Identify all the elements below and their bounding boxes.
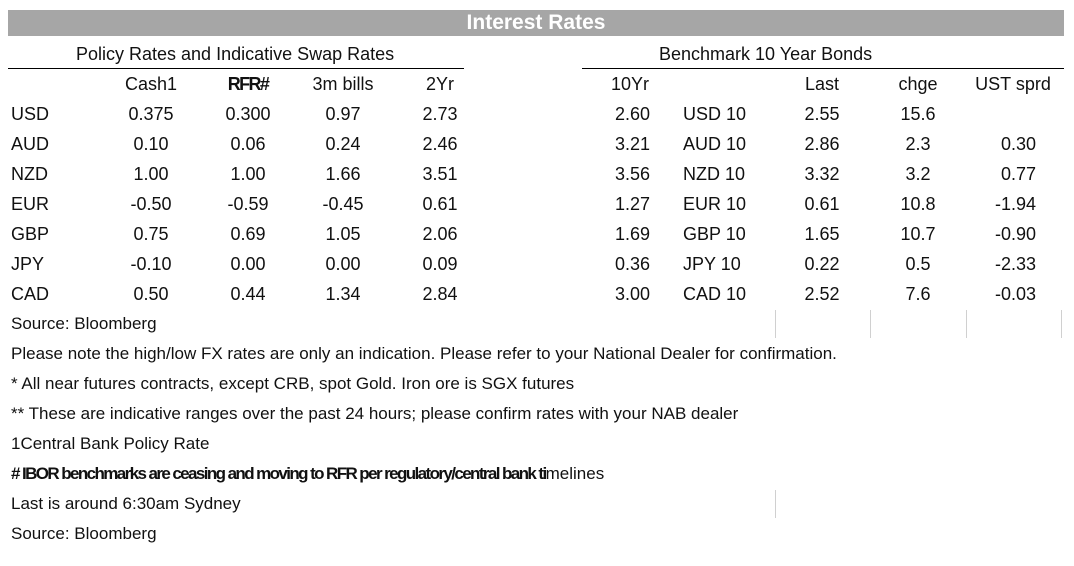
cell-tenyr: 1.69 xyxy=(614,224,650,244)
cell-chge: 0.5 xyxy=(905,254,931,274)
header-cash: Cash1 xyxy=(124,74,178,94)
cell-cash: 0.10 xyxy=(133,134,169,154)
cell-ust: -1.94 xyxy=(994,194,1036,214)
cell-cash: 1.00 xyxy=(133,164,169,184)
cell-tenyr: 3.21 xyxy=(614,134,650,154)
table-title: Interest Rates xyxy=(8,10,1064,36)
cell-bond: GBP 10 xyxy=(683,224,746,244)
cell-last: 1.65 xyxy=(804,224,840,244)
cell-border xyxy=(775,490,776,518)
cell-ccy: JPY xyxy=(11,254,45,274)
cell-tenyr: 3.56 xyxy=(614,164,650,184)
cell-bills: 0.00 xyxy=(325,254,361,274)
cell-last: 0.61 xyxy=(804,194,840,214)
cell-ccy: EUR xyxy=(11,194,50,214)
cell-rfr: 0.69 xyxy=(230,224,266,244)
cell-tenyr: 3.00 xyxy=(614,284,650,304)
cell-cash: -0.50 xyxy=(130,194,172,214)
cell-border xyxy=(1061,310,1062,338)
source-note-2: Source: Bloomberg xyxy=(11,524,157,543)
cell-cash: 0.75 xyxy=(133,224,169,244)
cell-tenyr: 1.27 xyxy=(614,194,650,214)
cell-rfr: 0.00 xyxy=(230,254,266,274)
cell-ust: -0.03 xyxy=(994,284,1036,304)
last-time-note: Last is around 6:30am Sydney xyxy=(11,494,241,513)
cell-last: 2.86 xyxy=(804,134,840,154)
header-3m-bills: 3m bills xyxy=(312,74,374,94)
header-ust-sprd: UST sprd xyxy=(975,74,1051,94)
right-header-rule xyxy=(582,68,1064,69)
cell-last: 3.32 xyxy=(804,164,840,184)
cell-chge: 2.3 xyxy=(905,134,931,154)
cell-bills: 1.66 xyxy=(325,164,361,184)
header-rfr: RFR# xyxy=(227,74,270,94)
ibor-note-rest: melines xyxy=(545,464,605,483)
cell-chge: 10.7 xyxy=(900,224,936,244)
cell-border xyxy=(966,310,967,338)
policy-rates-section-title: Policy Rates and Indicative Swap Rates xyxy=(76,44,395,64)
bonds-section-title: Benchmark 10 Year Bonds xyxy=(659,44,873,64)
cell-tenyr: 0.36 xyxy=(614,254,650,274)
source-note: Source: Bloomberg xyxy=(11,314,157,333)
cell-bond: USD 10 xyxy=(683,104,747,124)
cell-cash: 0.50 xyxy=(133,284,169,304)
cell-rfr: -0.59 xyxy=(227,194,269,214)
cell-border xyxy=(775,310,776,338)
header-10yr: 10Yr xyxy=(611,74,650,94)
cell-twoyr: 2.06 xyxy=(422,224,458,244)
header-chge: chge xyxy=(898,74,938,94)
cell-bond: AUD 10 xyxy=(683,134,747,154)
cell-bills: 1.05 xyxy=(325,224,361,244)
cell-chge: 3.2 xyxy=(905,164,931,184)
cell-chge: 10.8 xyxy=(900,194,936,214)
cell-ust: -0.90 xyxy=(994,224,1036,244)
cell-bills: 1.34 xyxy=(325,284,361,304)
cell-twoyr: 3.51 xyxy=(422,164,458,184)
cell-twoyr: 2.73 xyxy=(422,104,458,124)
cell-bills: -0.45 xyxy=(322,194,364,214)
cell-last: 2.55 xyxy=(804,104,840,124)
cell-ust: 0.77 xyxy=(1000,164,1036,184)
cell-ust: 0.30 xyxy=(1000,134,1036,154)
header-last: Last xyxy=(804,74,840,94)
left-header-rule xyxy=(8,68,464,69)
cell-rfr: 0.06 xyxy=(230,134,266,154)
header-2yr: 2Yr xyxy=(425,74,454,94)
cell-bond: JPY 10 xyxy=(683,254,741,274)
fx-disclaimer-note: Please note the high/low FX rates are on… xyxy=(11,344,837,363)
cell-bills: 0.97 xyxy=(325,104,361,124)
cell-bond: CAD 10 xyxy=(683,284,747,304)
cell-rfr: 1.00 xyxy=(230,164,266,184)
cell-twoyr: 2.46 xyxy=(422,134,458,154)
cell-bills: 0.24 xyxy=(325,134,361,154)
futures-note: * All near futures contracts, except CRB… xyxy=(11,374,575,393)
cell-ccy: NZD xyxy=(11,164,48,184)
cell-twoyr: 2.84 xyxy=(422,284,458,304)
cell-rfr: 0.44 xyxy=(230,284,266,304)
ranges-note: ** These are indicative ranges over the … xyxy=(11,404,739,423)
cell-twoyr: 0.09 xyxy=(422,254,458,274)
cell-cash: -0.10 xyxy=(130,254,172,274)
policy-rate-note: 1Central Bank Policy Rate xyxy=(11,434,210,453)
cell-bond: EUR 10 xyxy=(683,194,747,214)
cell-tenyr: 2.60 xyxy=(614,104,650,124)
cell-ccy: CAD xyxy=(11,284,50,304)
cell-ccy: USD xyxy=(11,104,50,124)
cell-rfr: 0.300 xyxy=(225,104,271,124)
cell-ccy: GBP xyxy=(11,224,50,244)
cell-ccy: AUD xyxy=(11,134,50,154)
cell-chge: 7.6 xyxy=(905,284,931,304)
cell-cash: 0.375 xyxy=(128,104,174,124)
cell-chge: 15.6 xyxy=(900,104,936,124)
cell-last: 2.52 xyxy=(804,284,840,304)
cell-border xyxy=(870,310,871,338)
cell-bond: NZD 10 xyxy=(683,164,746,184)
ibor-note-bold: # IBOR benchmarks are ceasing and moving… xyxy=(11,464,547,483)
cell-last: 0.22 xyxy=(804,254,840,274)
cell-twoyr: 0.61 xyxy=(422,194,458,214)
ibor-note: # IBOR benchmarks are ceasing and moving… xyxy=(11,463,604,485)
cell-ust: -2.33 xyxy=(994,254,1036,274)
